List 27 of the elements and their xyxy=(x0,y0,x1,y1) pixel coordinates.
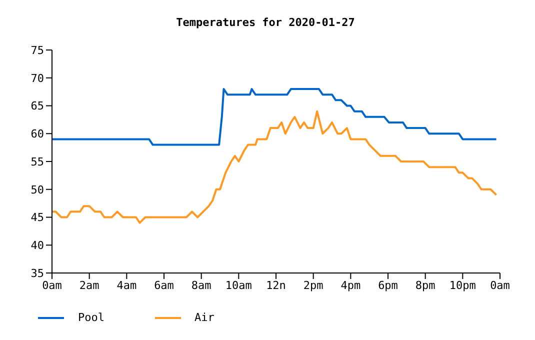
x-tick-label: 10am xyxy=(225,278,252,292)
x-tick-label: 0am xyxy=(490,278,510,292)
chart-title: Temperatures for 2020-01-27 xyxy=(175,15,356,31)
x-tick-label: 4am xyxy=(116,278,137,292)
x-tick-label: 4pm xyxy=(340,278,361,292)
x-tick-label: 10pm xyxy=(449,278,476,292)
y-tick-label: 55 xyxy=(30,155,44,168)
y-tick-label: 70 xyxy=(30,72,44,85)
x-tick-label: 6am xyxy=(154,278,174,292)
x-tick-label: 8pm xyxy=(415,278,436,292)
y-tick-label: 45 xyxy=(30,211,44,224)
x-tick-label: 0am xyxy=(42,278,62,292)
x-tick-label: 2am xyxy=(79,278,100,292)
y-tick-label: 60 xyxy=(30,128,44,141)
x-tick-label: 12n xyxy=(266,278,286,292)
x-tick-label: 2pm xyxy=(303,278,324,292)
y-tick-label: 65 xyxy=(30,100,44,113)
line-series xyxy=(52,110,498,224)
line-series xyxy=(52,88,498,146)
x-tick-label: 8am xyxy=(191,278,212,292)
x-tick-label: 6pm xyxy=(378,278,398,292)
legend-label: Air xyxy=(194,311,214,324)
y-tick-label: 75 xyxy=(30,44,44,57)
legend-label: Pool xyxy=(78,311,104,324)
y-tick-label: 40 xyxy=(30,239,44,252)
y-tick-label: 50 xyxy=(30,183,44,196)
y-tick-label: 35 xyxy=(30,266,44,280)
